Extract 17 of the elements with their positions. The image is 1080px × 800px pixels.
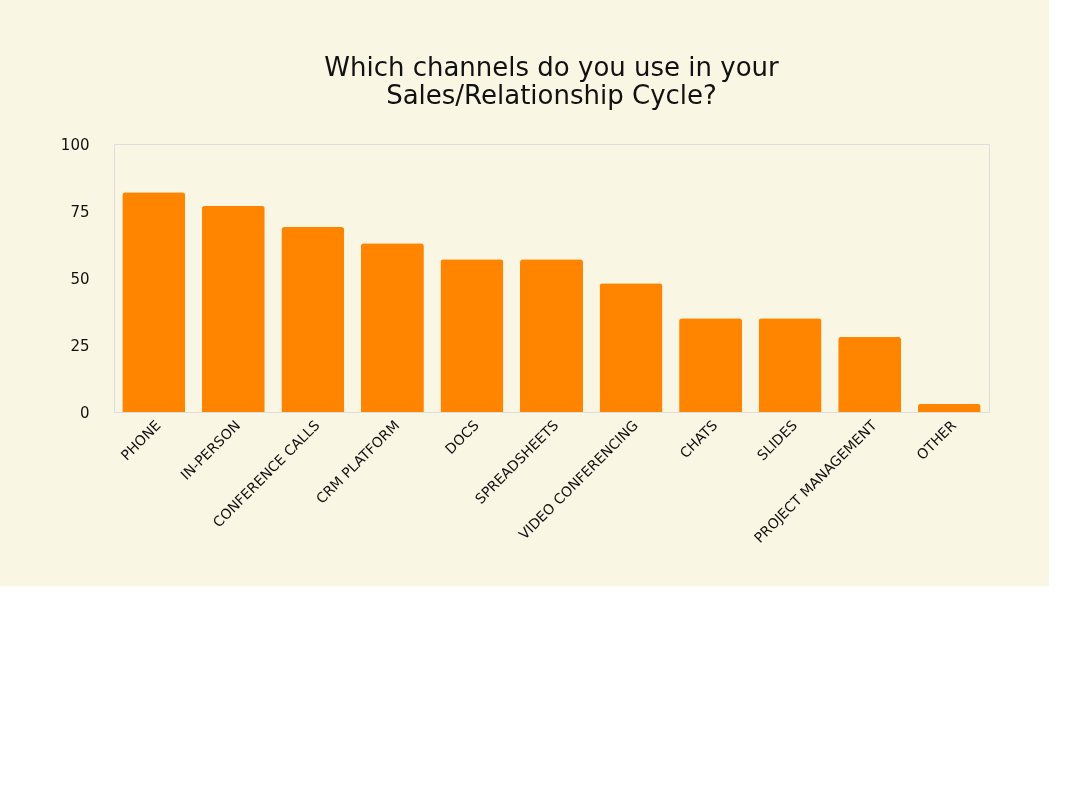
bar xyxy=(360,243,424,412)
bar xyxy=(440,259,504,412)
bar xyxy=(758,318,822,412)
chart-title: Which channels do you use in your Sales/Relationship Cycle? xyxy=(324,52,780,110)
bar xyxy=(599,283,663,412)
bar xyxy=(201,205,265,412)
bar xyxy=(838,336,902,412)
bar xyxy=(679,318,743,412)
bar xyxy=(122,192,186,412)
bar xyxy=(281,227,345,412)
y-tick-label: 25 xyxy=(70,336,90,355)
y-tick-label: 50 xyxy=(70,269,90,288)
y-tick-label: 100 xyxy=(60,135,90,154)
bar xyxy=(917,403,981,412)
bar xyxy=(520,259,583,412)
y-tick-label: 75 xyxy=(70,202,90,221)
y-tick-label: 0 xyxy=(79,403,90,422)
